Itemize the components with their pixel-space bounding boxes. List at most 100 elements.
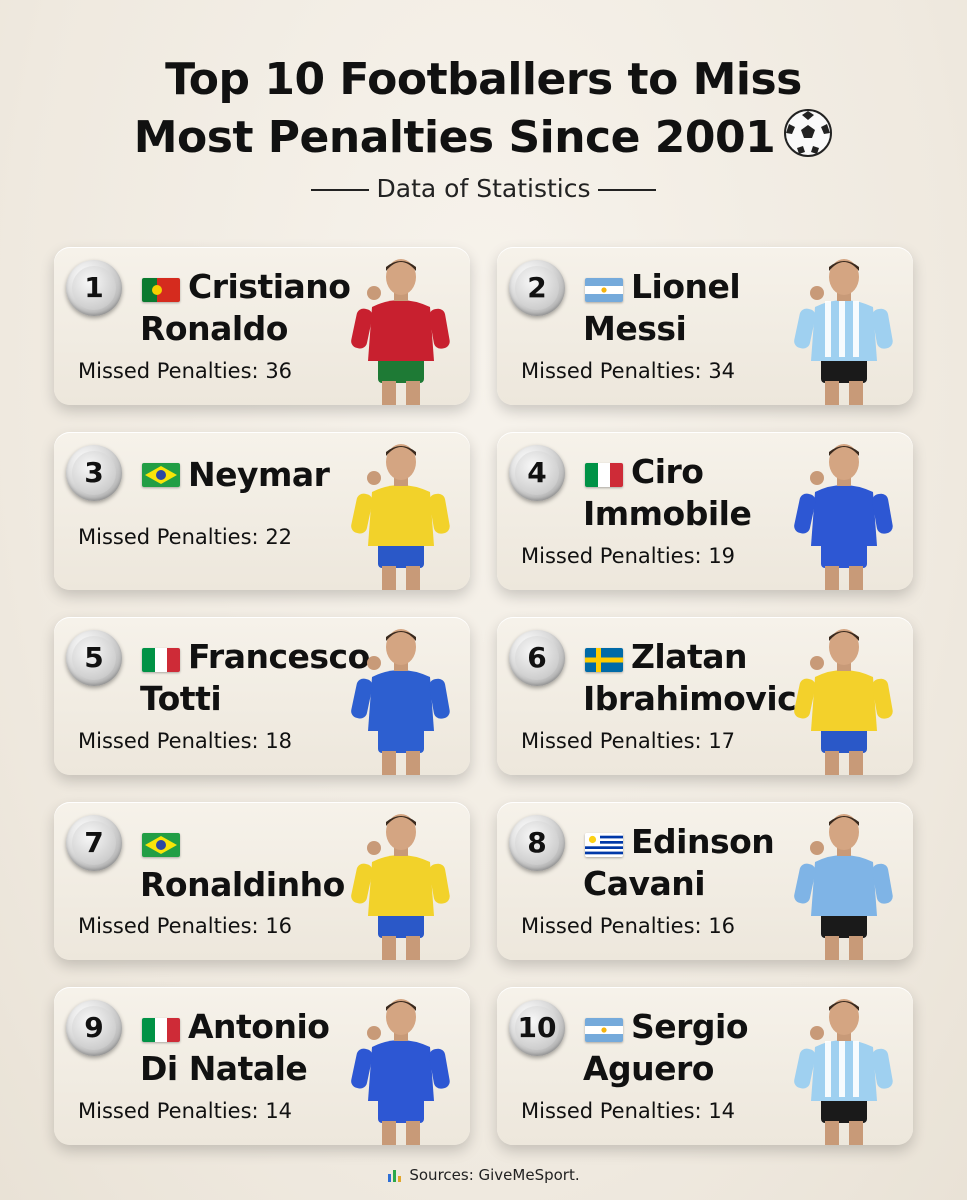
player-figure-icon xyxy=(787,997,899,1145)
rank-badge: 9 xyxy=(66,1000,122,1056)
player-name: Ronaldinho xyxy=(140,864,370,906)
subtitle-rule-right xyxy=(598,189,657,191)
stat-value: 18 xyxy=(265,729,293,753)
page-title-line-2: Most Penalties Since 2001 xyxy=(0,108,967,166)
missed-penalties-stat: Missed Penalties: 36 xyxy=(78,359,292,383)
source-text: Sources: GiveMeSport. xyxy=(409,1166,580,1184)
player-figure-icon xyxy=(344,442,456,590)
rank-number: 3 xyxy=(72,451,116,495)
player-name: Zlatan Ibrahimovic xyxy=(583,636,861,720)
stat-value: 16 xyxy=(708,914,736,938)
stat-value: 14 xyxy=(265,1099,293,1123)
brazil-flag-icon xyxy=(142,463,180,487)
rank-number: 7 xyxy=(72,821,116,865)
italy-flag-icon xyxy=(142,1018,180,1042)
stat-label: Missed Penalties: xyxy=(521,1099,702,1123)
missed-penalties-stat: Missed Penalties: 14 xyxy=(78,1099,292,1123)
rank-badge: 2 xyxy=(509,260,565,316)
sweden-flag-icon xyxy=(585,648,623,672)
missed-penalties-stat: Missed Penalties: 14 xyxy=(521,1099,735,1123)
stat-value: 17 xyxy=(708,729,736,753)
stat-value: 34 xyxy=(708,359,736,383)
brazil-flag-icon xyxy=(142,833,180,857)
rank-badge: 10 xyxy=(509,1000,565,1056)
stat-value: 19 xyxy=(708,544,736,568)
stat-label: Missed Penalties: xyxy=(521,914,702,938)
player-figure-icon xyxy=(787,812,899,960)
stat-label: Missed Penalties: xyxy=(521,544,702,568)
subtitle-text: Data of Statistics xyxy=(376,174,591,203)
player-card-rank-5: 5 Francesco Totti Missed Penalties: 18 xyxy=(54,617,470,775)
stat-label: Missed Penalties: xyxy=(521,729,702,753)
player-name-line-2: Ronaldinho xyxy=(140,865,345,904)
missed-penalties-stat: Missed Penalties: 34 xyxy=(521,359,735,383)
player-figure-icon xyxy=(787,257,899,405)
player-card-rank-4: 4 Ciro Immobile Missed Penalties: 19 xyxy=(497,432,913,590)
portugal-flag-icon xyxy=(142,278,180,302)
player-name-line-1: Antonio xyxy=(188,1007,330,1046)
missed-penalties-stat: Missed Penalties: 16 xyxy=(78,914,292,938)
player-name-line-2: Messi xyxy=(583,309,687,348)
rank-number: 1 xyxy=(72,266,116,310)
player-name-line-2: Immobile xyxy=(583,494,752,533)
player-name-line-2: Totti xyxy=(140,679,222,718)
player-card-rank-10: 10 Sergio Aguero Missed Penalties: 14 xyxy=(497,987,913,1145)
rank-number: 8 xyxy=(515,821,559,865)
rank-number: 2 xyxy=(515,266,559,310)
stat-value: 36 xyxy=(265,359,293,383)
stat-label: Missed Penalties: xyxy=(78,914,259,938)
stat-label: Missed Penalties: xyxy=(521,359,702,383)
player-name-line-1: Neymar xyxy=(188,455,330,494)
rank-badge: 7 xyxy=(66,815,122,871)
player-name-line-1: Lionel xyxy=(631,267,741,306)
player-card-rank-8: 8 Edinson Cavani Missed Penalties: 16 xyxy=(497,802,913,960)
page-title-line-2-text: Most Penalties Since 2001 xyxy=(133,112,776,163)
rank-number: 6 xyxy=(515,636,559,680)
missed-penalties-stat: Missed Penalties: 22 xyxy=(78,525,292,549)
player-card-rank-6: 6 Zlatan Ibrahimovic Missed Penalties: 17 xyxy=(497,617,913,775)
soccer-ball-icon xyxy=(784,109,833,157)
player-name-line-1: Edinson xyxy=(631,822,775,861)
player-name-line-2: Ronaldo xyxy=(140,309,288,348)
player-name: Sergio Aguero xyxy=(583,1006,861,1090)
player-name-line-2: Cavani xyxy=(583,864,706,903)
page-title-line-1: Top 10 Footballers to Miss xyxy=(165,54,802,105)
player-card-rank-1: 1 Cristiano Ronaldo Missed Penalties: 36 xyxy=(54,247,470,405)
player-name-line-1: Cristiano xyxy=(188,267,351,306)
player-name: Edinson Cavani xyxy=(583,821,861,905)
rank-badge: 6 xyxy=(509,630,565,686)
subtitle: Data of Statistics xyxy=(0,174,967,203)
player-name-line-2: Aguero xyxy=(583,1049,714,1088)
player-name-line-1: Francesco xyxy=(188,637,370,676)
stat-label: Missed Penalties: xyxy=(78,1099,259,1123)
rank-number: 5 xyxy=(72,636,116,680)
player-figure-icon xyxy=(344,997,456,1145)
player-name: Lionel Messi xyxy=(583,266,861,350)
missed-penalties-stat: Missed Penalties: 19 xyxy=(521,544,735,568)
missed-penalties-stat: Missed Penalties: 18 xyxy=(78,729,292,753)
rank-number: 9 xyxy=(72,1006,116,1050)
stat-label: Missed Penalties: xyxy=(78,359,259,383)
stat-label: Missed Penalties: xyxy=(78,525,259,549)
subtitle-rule-left xyxy=(310,189,369,191)
player-figure-icon xyxy=(344,257,456,405)
player-name: Cristiano Ronaldo xyxy=(140,266,418,350)
italy-flag-icon xyxy=(585,463,623,487)
rank-number: 10 xyxy=(515,1006,559,1050)
rank-number: 4 xyxy=(515,451,559,495)
italy-flag-icon xyxy=(142,648,180,672)
source-footer: Sources: GiveMeSport. xyxy=(0,1166,967,1184)
player-figure-icon xyxy=(344,627,456,775)
rank-badge: 8 xyxy=(509,815,565,871)
uruguay-flag-icon xyxy=(585,833,623,857)
stat-label: Missed Penalties: xyxy=(78,729,259,753)
stat-value: 16 xyxy=(265,914,293,938)
missed-penalties-stat: Missed Penalties: 17 xyxy=(521,729,735,753)
player-name-line-2: Ibrahimovic xyxy=(583,679,797,718)
player-card-rank-7: 7 Ronaldinho Missed Penalties: 16 xyxy=(54,802,470,960)
player-card-rank-3: 3 Neymar Missed Penalties: 22 xyxy=(54,432,470,590)
player-name-line-1: Ciro xyxy=(631,452,704,491)
bar-chart-icon xyxy=(388,1170,402,1182)
player-name-line-1: Zlatan xyxy=(631,637,748,676)
player-name: Ciro Immobile xyxy=(583,451,861,535)
